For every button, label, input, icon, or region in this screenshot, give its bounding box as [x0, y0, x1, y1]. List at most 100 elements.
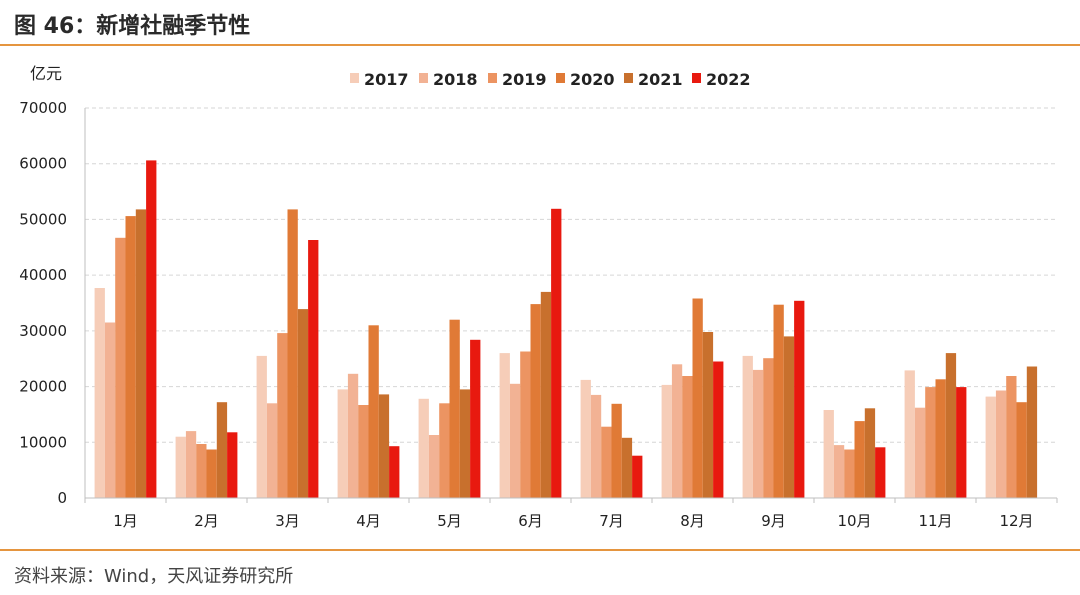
bar [216, 402, 228, 498]
bar [389, 446, 400, 498]
bar [449, 319, 460, 498]
x-tick-label: 5月 [437, 512, 462, 530]
bar [227, 432, 238, 498]
bar [104, 322, 116, 498]
bar [196, 444, 207, 498]
bar [601, 426, 612, 498]
gridlines [85, 107, 1057, 443]
bar [520, 351, 531, 498]
legend-swatch [692, 73, 701, 83]
bar [94, 288, 105, 498]
x-tick-label: 7月 [599, 512, 624, 530]
y-tick-label: 10000 [19, 433, 67, 451]
bar [337, 389, 348, 498]
bar [459, 389, 471, 498]
y-tick-label: 70000 [19, 99, 67, 117]
bar [702, 332, 714, 498]
y-tick-label: 0 [57, 489, 67, 507]
bar [682, 376, 693, 498]
bar [551, 208, 562, 499]
legend-label: 2020 [570, 70, 615, 89]
bar [763, 358, 774, 498]
legend-swatch [350, 73, 359, 83]
bar [590, 394, 602, 498]
bar [995, 390, 1007, 498]
bar [945, 353, 957, 498]
x-tick-label: 4月 [356, 512, 381, 530]
bar [1006, 376, 1017, 498]
bar [783, 336, 795, 498]
x-tick-label: 8月 [680, 512, 705, 530]
bar [914, 407, 926, 498]
y-tick-label: 60000 [19, 155, 67, 173]
x-tick-label: 12月 [999, 512, 1033, 530]
x-tick-label: 9月 [761, 512, 786, 530]
bar [287, 209, 298, 498]
bar [632, 455, 643, 498]
bar [864, 408, 876, 498]
x-tick-label: 11月 [918, 512, 952, 530]
bar-chart: 亿元 2017 2018 2019 2020 2021 2022 0 10000 20000 3… [19, 64, 1058, 530]
bar [175, 436, 186, 498]
bar [358, 405, 369, 498]
bar [611, 403, 622, 498]
bar [1016, 402, 1027, 498]
bar [671, 364, 683, 498]
bar [540, 291, 552, 498]
bar [875, 447, 886, 498]
legend-label: 2022 [706, 70, 751, 89]
bar [692, 298, 703, 498]
bar [956, 387, 967, 498]
bar [125, 216, 136, 498]
bar [509, 383, 521, 498]
bar [308, 240, 319, 498]
bar [428, 435, 440, 498]
bar [854, 421, 865, 498]
legend-swatch [419, 73, 428, 83]
bar [773, 304, 784, 498]
x-tick-label: 3月 [275, 512, 300, 530]
source-note: 资料来源：Wind，天风证券研究所 [14, 566, 294, 587]
x-tick-label: 6月 [518, 512, 543, 530]
bar [985, 396, 996, 498]
y-tick-label: 20000 [19, 378, 67, 396]
bar [470, 339, 481, 498]
header-divider [0, 44, 1080, 46]
bar [925, 387, 936, 498]
bar [935, 379, 946, 498]
bar [347, 373, 359, 498]
x-tick-label: 1月 [113, 512, 138, 530]
legend-label: 2021 [638, 70, 683, 89]
bar [439, 403, 450, 498]
legend-swatch [556, 73, 565, 83]
x-tick-label: 2月 [194, 512, 219, 530]
bar [1026, 366, 1038, 498]
figure-title: 图 46：新增社融季节性 [14, 14, 251, 39]
legend-label: 2019 [502, 70, 547, 89]
bar [418, 398, 429, 498]
bar [135, 209, 147, 498]
legend-swatch [624, 73, 633, 83]
bar [823, 410, 834, 498]
bar [378, 394, 390, 498]
bar [115, 237, 126, 499]
bar [256, 355, 267, 498]
y-tick-label: 30000 [19, 322, 67, 340]
bar [661, 384, 672, 498]
bar [185, 431, 197, 498]
y-tick-label: 50000 [19, 210, 67, 228]
bar [297, 309, 309, 498]
bar [904, 370, 915, 498]
bar [266, 403, 278, 498]
bar [752, 369, 764, 498]
bar [833, 445, 845, 498]
y-tick-label: 40000 [19, 266, 67, 284]
footer-divider [0, 549, 1080, 551]
bar [713, 361, 724, 498]
bar [580, 379, 591, 498]
bar [621, 437, 633, 498]
x-axis-ticks: 1月 2月 3月 4月 5月 6月 7月 8月 9月 10月 11月 12月 [84, 498, 1058, 530]
legend-label: 2017 [364, 70, 409, 89]
bar [794, 300, 805, 498]
y-axis-unit-label: 亿元 [30, 64, 62, 83]
